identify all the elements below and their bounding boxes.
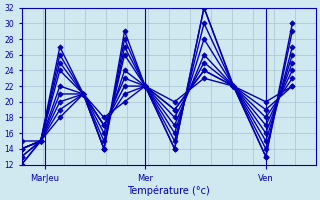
X-axis label: Température (°c): Température (°c) xyxy=(127,185,210,196)
